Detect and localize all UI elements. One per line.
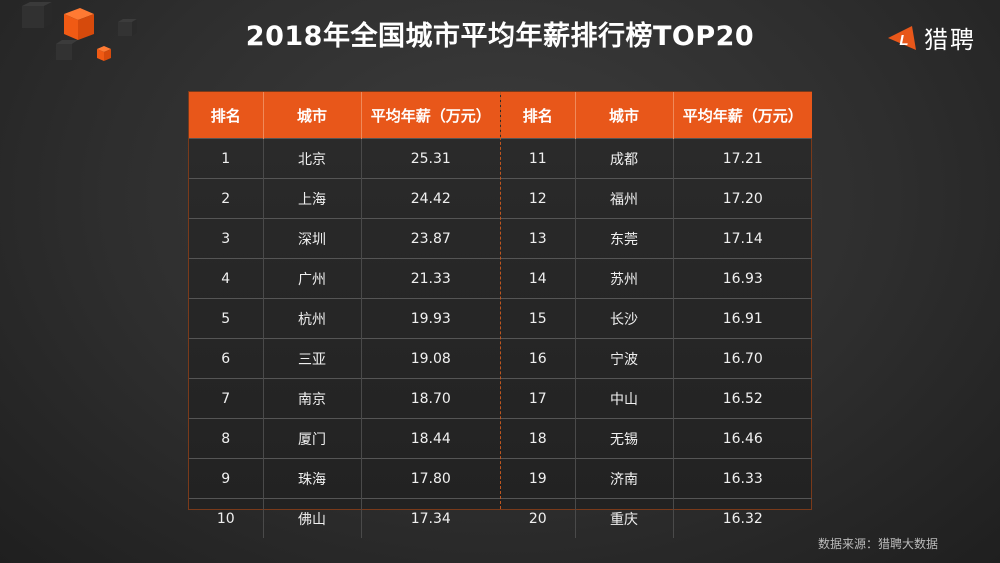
city-cell: 上海 bbox=[263, 178, 362, 219]
rank-cell: 10 bbox=[189, 498, 264, 538]
table-row: 5 杭州 19.93 bbox=[189, 298, 500, 339]
table-row: 10 佛山 17.34 bbox=[189, 498, 500, 538]
rank-cell: 16 bbox=[501, 338, 576, 379]
rank-cell: 11 bbox=[501, 138, 576, 179]
salary-ranking-table: 排名 城市 平均年薪（万元） 1 北京 25.31 2 上海 24.42 3 深圳 23.87 4… bbox=[188, 91, 812, 538]
rank-cell: 20 bbox=[501, 498, 576, 538]
city-cell: 三亚 bbox=[263, 338, 362, 379]
header-rank: 排名 bbox=[189, 92, 264, 139]
salary-cell: 18.44 bbox=[361, 418, 500, 459]
table-row: 8 厦门 18.44 bbox=[189, 418, 500, 459]
salary-cell: 17.14 bbox=[673, 218, 812, 259]
salary-cell: 25.31 bbox=[361, 138, 500, 179]
table-row: 9 珠海 17.80 bbox=[189, 458, 500, 499]
logo-l-icon: L bbox=[886, 22, 918, 54]
salary-cell: 21.33 bbox=[361, 258, 500, 299]
rank-cell: 18 bbox=[501, 418, 576, 459]
salary-cell: 16.46 bbox=[673, 418, 812, 459]
table-row: 1 北京 25.31 bbox=[189, 138, 500, 179]
table-row: 2 上海 24.42 bbox=[189, 178, 500, 219]
table-row: 19 济南 16.33 bbox=[501, 458, 812, 499]
city-cell: 杭州 bbox=[263, 298, 362, 339]
rank-cell: 6 bbox=[189, 338, 264, 379]
data-source-note: 数据来源：猎聘大数据 bbox=[818, 537, 939, 551]
city-cell: 中山 bbox=[575, 378, 674, 419]
salary-cell: 17.20 bbox=[673, 178, 812, 219]
rank-cell: 9 bbox=[189, 458, 264, 499]
city-cell: 北京 bbox=[263, 138, 362, 179]
city-cell: 广州 bbox=[263, 258, 362, 299]
city-cell: 济南 bbox=[575, 458, 674, 499]
logo-text: 猎聘 bbox=[924, 26, 976, 54]
table-left-half: 排名 城市 平均年薪（万元） 1 北京 25.31 2 上海 24.42 3 深圳 23.87 4… bbox=[189, 92, 500, 538]
table-row: 18 无锡 16.46 bbox=[501, 418, 812, 459]
table-right-half: 排名 城市 平均年薪（万元） 11 成都 17.21 12 福州 17.20 13 东莞 17.… bbox=[501, 92, 812, 538]
rank-cell: 1 bbox=[189, 138, 264, 179]
city-cell: 南京 bbox=[263, 378, 362, 419]
rank-cell: 19 bbox=[501, 458, 576, 499]
city-cell: 重庆 bbox=[575, 498, 674, 538]
salary-cell: 16.91 bbox=[673, 298, 812, 339]
salary-cell: 17.21 bbox=[673, 138, 812, 179]
salary-cell: 17.34 bbox=[361, 498, 500, 538]
salary-cell: 16.52 bbox=[673, 378, 812, 419]
city-cell: 长沙 bbox=[575, 298, 674, 339]
salary-cell: 23.87 bbox=[361, 218, 500, 259]
page-title: 2018年全国城市平均年薪排行榜TOP20 bbox=[245, 21, 755, 52]
table-row: 11 成都 17.21 bbox=[501, 138, 812, 179]
header-city: 城市 bbox=[263, 92, 362, 139]
table-row: 12 福州 17.20 bbox=[501, 178, 812, 219]
city-cell: 成都 bbox=[575, 138, 674, 179]
city-cell: 无锡 bbox=[575, 418, 674, 459]
table-row: 14 苏州 16.93 bbox=[501, 258, 812, 299]
header-salary: 平均年薪（万元） bbox=[361, 92, 500, 139]
decorative-cubes-icon bbox=[22, 2, 137, 61]
rank-cell: 14 bbox=[501, 258, 576, 299]
table-row: 17 中山 16.52 bbox=[501, 378, 812, 419]
city-cell: 福州 bbox=[575, 178, 674, 219]
table-divider bbox=[500, 92, 501, 509]
table-row: 3 深圳 23.87 bbox=[189, 218, 500, 259]
salary-cell: 16.70 bbox=[673, 338, 812, 379]
city-cell: 东莞 bbox=[575, 218, 674, 259]
table-row: 4 广州 21.33 bbox=[189, 258, 500, 299]
table-row: 16 宁波 16.70 bbox=[501, 338, 812, 379]
liepin-logo: L 猎聘 bbox=[886, 20, 976, 55]
city-cell: 佛山 bbox=[263, 498, 362, 538]
rank-cell: 2 bbox=[189, 178, 264, 219]
rank-cell: 15 bbox=[501, 298, 576, 339]
salary-cell: 16.32 bbox=[673, 498, 812, 538]
rank-cell: 7 bbox=[189, 378, 264, 419]
table-row: 7 南京 18.70 bbox=[189, 378, 500, 419]
city-cell: 宁波 bbox=[575, 338, 674, 379]
salary-cell: 18.70 bbox=[361, 378, 500, 419]
salary-cell: 17.80 bbox=[361, 458, 500, 499]
city-cell: 珠海 bbox=[263, 458, 362, 499]
header-rank: 排名 bbox=[501, 92, 576, 139]
table-row: 6 三亚 19.08 bbox=[189, 338, 500, 379]
rank-cell: 4 bbox=[189, 258, 264, 299]
header-city: 城市 bbox=[575, 92, 674, 139]
rank-cell: 12 bbox=[501, 178, 576, 219]
svg-text:L: L bbox=[899, 32, 908, 49]
salary-cell: 16.93 bbox=[673, 258, 812, 299]
rank-cell: 8 bbox=[189, 418, 264, 459]
salary-cell: 24.42 bbox=[361, 178, 500, 219]
table-row: 20 重庆 16.32 bbox=[501, 498, 812, 538]
salary-cell: 19.08 bbox=[361, 338, 500, 379]
salary-cell: 19.93 bbox=[361, 298, 500, 339]
city-cell: 厦门 bbox=[263, 418, 362, 459]
salary-cell: 16.33 bbox=[673, 458, 812, 499]
rank-cell: 17 bbox=[501, 378, 576, 419]
rank-cell: 13 bbox=[501, 218, 576, 259]
table-row: 13 东莞 17.14 bbox=[501, 218, 812, 259]
header-salary: 平均年薪（万元） bbox=[673, 92, 812, 139]
city-cell: 苏州 bbox=[575, 258, 674, 299]
table-row: 15 长沙 16.91 bbox=[501, 298, 812, 339]
rank-cell: 3 bbox=[189, 218, 264, 259]
city-cell: 深圳 bbox=[263, 218, 362, 259]
rank-cell: 5 bbox=[189, 298, 264, 339]
